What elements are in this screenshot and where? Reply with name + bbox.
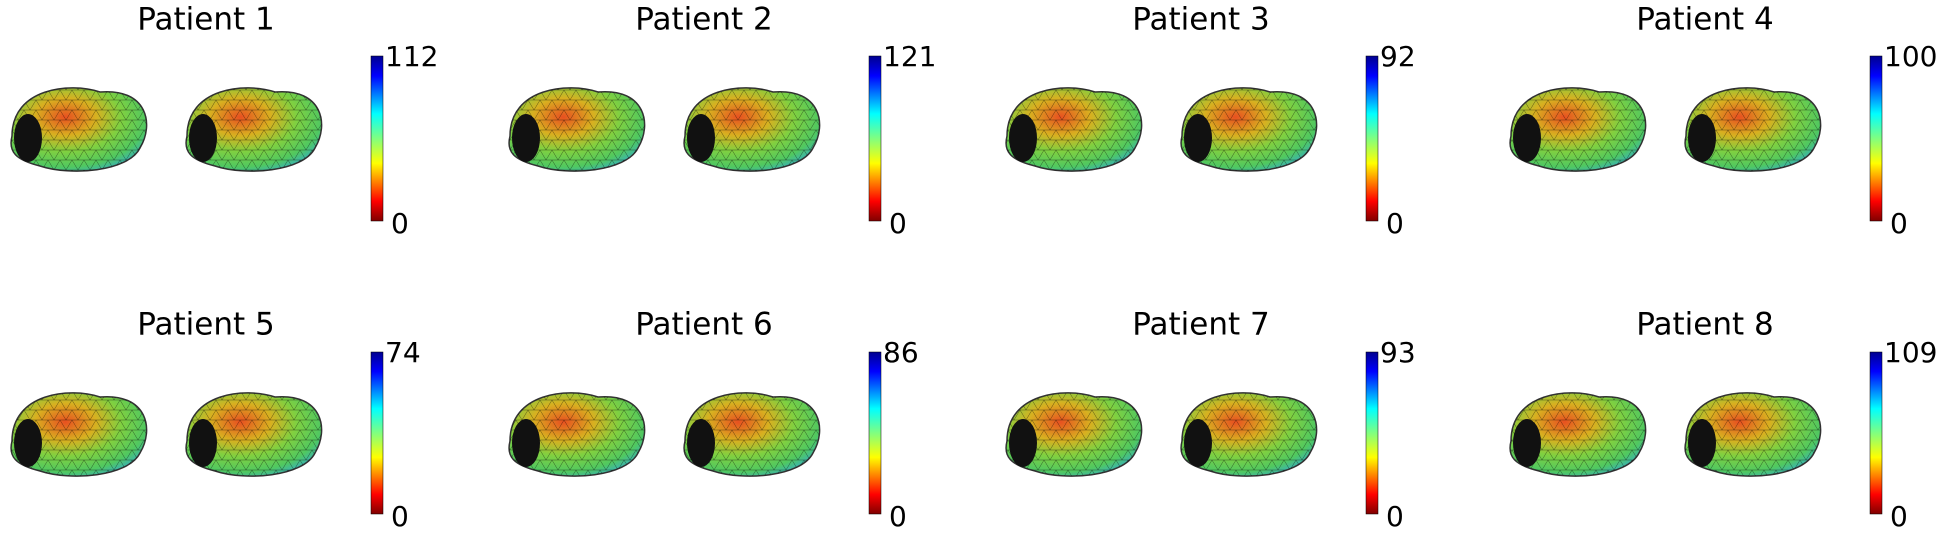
- mesh-lines: [1006, 87, 1142, 172]
- mesh-lines: [186, 87, 322, 172]
- opening: [687, 419, 715, 467]
- mesh-lines: [11, 87, 147, 172]
- mesh-render: [1684, 87, 1822, 172]
- mesh-render: [1509, 87, 1647, 172]
- opening: [14, 114, 42, 162]
- mesh-lines: [509, 87, 645, 172]
- opening: [687, 114, 715, 162]
- mesh-lines: [1685, 87, 1821, 172]
- opening: [1009, 419, 1037, 467]
- colorbar: [1365, 55, 1379, 222]
- colorbar: [1869, 351, 1883, 515]
- panel-title: Patient 4: [1636, 2, 1774, 38]
- mesh-render: [508, 87, 646, 172]
- colorbar: [1869, 55, 1883, 222]
- panel-title: Patient 2: [635, 2, 773, 38]
- opening: [189, 114, 217, 162]
- mesh-render: [10, 87, 148, 172]
- mesh-lines: [1006, 392, 1142, 477]
- colorbar-max-label: 86: [883, 336, 919, 369]
- panel: Patient 5 74 0: [10, 307, 421, 533]
- opening: [1184, 419, 1212, 467]
- opening: [1513, 114, 1541, 162]
- panel: Patient 6 86 0: [508, 307, 919, 533]
- mesh-render: [1509, 392, 1647, 477]
- colorbar: [1365, 351, 1379, 515]
- colorbar-min-label: 0: [1890, 207, 1908, 240]
- mesh-render: [1005, 87, 1143, 172]
- mesh-lines: [509, 392, 645, 477]
- mesh-lines: [684, 392, 820, 477]
- panel: Patient 1 112 0: [10, 2, 438, 240]
- panel: Patient 2 121 0: [508, 2, 936, 240]
- panel-title: Patient 3: [1132, 2, 1270, 38]
- mesh-render: [185, 392, 323, 477]
- panel: Patient 3 92 0: [1005, 2, 1416, 240]
- panel-title: Patient 7: [1132, 307, 1270, 343]
- mesh-render: [683, 87, 821, 172]
- mesh-lines: [684, 87, 820, 172]
- mesh-render: [1180, 87, 1318, 172]
- colorbar-min-label: 0: [391, 207, 409, 240]
- mesh-render: [1684, 392, 1822, 477]
- panel: Patient 4 100 0: [1509, 2, 1937, 240]
- colorbar-max-label: 92: [1380, 40, 1416, 73]
- mesh-lines: [1181, 87, 1317, 172]
- panel-title: Patient 6: [635, 307, 773, 343]
- mesh-lines: [11, 392, 147, 477]
- panel-title: Patient 8: [1636, 307, 1774, 343]
- colorbar-min-label: 0: [1386, 207, 1404, 240]
- colorbar: [868, 351, 882, 515]
- panel-title: Patient 1: [137, 2, 275, 38]
- colorbar-max-label: 109: [1884, 336, 1937, 369]
- opening: [1513, 419, 1541, 467]
- panel: Patient 8 109 0: [1509, 307, 1937, 533]
- mesh-render: [185, 87, 323, 172]
- opening: [1184, 114, 1212, 162]
- colorbar-min-label: 0: [1890, 500, 1908, 533]
- colorbar-min-label: 0: [1386, 500, 1404, 533]
- opening: [189, 419, 217, 467]
- colorbar-min-label: 0: [889, 500, 907, 533]
- opening: [512, 419, 540, 467]
- colorbar: [370, 351, 384, 515]
- mesh-lines: [1510, 87, 1646, 172]
- opening: [14, 419, 42, 467]
- colorbar: [868, 55, 882, 222]
- mesh-lines: [1510, 392, 1646, 477]
- mesh-lines: [1181, 392, 1317, 477]
- colorbar: [370, 55, 384, 222]
- opening: [512, 114, 540, 162]
- colorbar-min-label: 0: [889, 207, 907, 240]
- colorbar-max-label: 112: [385, 40, 438, 73]
- opening: [1009, 114, 1037, 162]
- colorbar-max-label: 74: [385, 336, 421, 369]
- colorbar-max-label: 100: [1884, 40, 1937, 73]
- opening: [1688, 419, 1716, 467]
- colorbar-min-label: 0: [391, 500, 409, 533]
- mesh-lines: [1685, 392, 1821, 477]
- colorbar-max-label: 121: [883, 40, 936, 73]
- colorbar-max-label: 93: [1380, 336, 1416, 369]
- mesh-lines: [186, 392, 322, 477]
- panel-title: Patient 5: [137, 307, 275, 343]
- panel: Patient 7 93 0: [1005, 307, 1416, 533]
- mesh-render: [508, 392, 646, 477]
- mesh-render: [10, 392, 148, 477]
- opening: [1688, 114, 1716, 162]
- mesh-render: [683, 392, 821, 477]
- mesh-render: [1180, 392, 1318, 477]
- mesh-render: [1005, 392, 1143, 477]
